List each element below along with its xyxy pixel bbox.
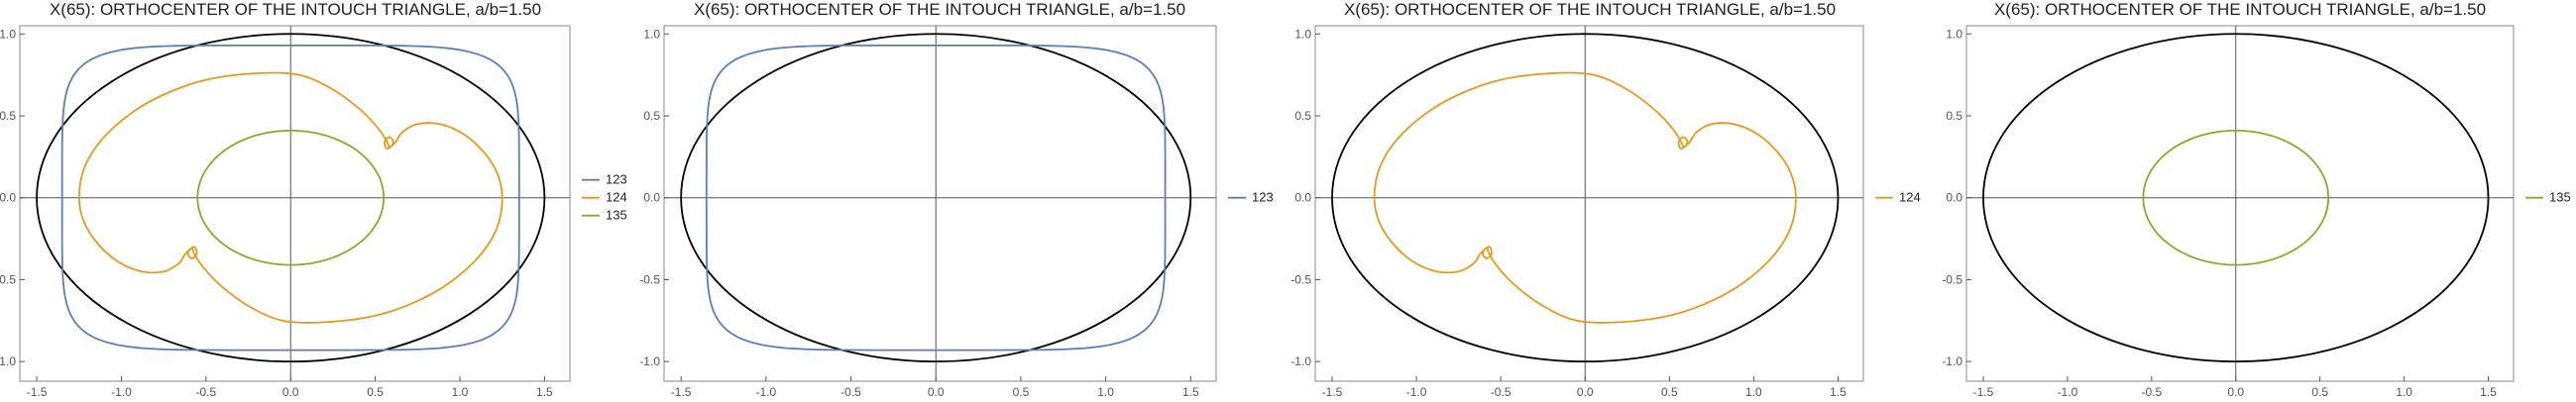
x-tick-label: -1.5 bbox=[1973, 385, 1994, 399]
legend-label-135: 135 bbox=[606, 208, 627, 223]
x-tick-label: 0.5 bbox=[1013, 385, 1030, 399]
series-line-123 bbox=[60, 45, 520, 352]
series-line-124 bbox=[77, 71, 504, 324]
x-tick-label: 0.0 bbox=[1577, 385, 1594, 399]
y-tick-label: -0.5 bbox=[639, 272, 660, 286]
x-tick-label: 1.5 bbox=[1182, 385, 1199, 399]
y-tick-label: 0.0 bbox=[0, 191, 16, 205]
x-tick-label: 1.5 bbox=[536, 385, 553, 399]
plot-frame bbox=[663, 25, 1217, 382]
y-tick-label: -0.5 bbox=[1290, 272, 1311, 286]
y-tick-label: 0.0 bbox=[1946, 191, 1962, 205]
y-tick-label: 0.5 bbox=[0, 109, 16, 123]
chart-title: X(65): ORTHOCENTER OF THE INTOUCH TRIANG… bbox=[694, 0, 1185, 19]
x-tick-label: 0.0 bbox=[928, 385, 945, 399]
y-tick-label: -0.5 bbox=[0, 272, 16, 286]
x-tick-label: 1.0 bbox=[1745, 385, 1762, 399]
x-tick-label: 1.5 bbox=[1830, 385, 1847, 399]
legend-label-124: 124 bbox=[606, 190, 627, 205]
legend-label-123: 123 bbox=[606, 172, 627, 187]
chart-title: X(65): ORTHOCENTER OF THE INTOUCH TRIANG… bbox=[50, 0, 541, 19]
x-tick-label: -1.0 bbox=[1406, 385, 1427, 399]
x-tick-label: -1.5 bbox=[1322, 385, 1343, 399]
chart-title: X(65): ORTHOCENTER OF THE INTOUCH TRIANG… bbox=[1994, 0, 2486, 19]
y-tick-label: 1.0 bbox=[0, 27, 16, 41]
plot-frame bbox=[19, 25, 571, 382]
y-tick-label: 1.0 bbox=[1946, 27, 1962, 41]
plot-frame bbox=[1965, 25, 2515, 382]
reference-ellipse bbox=[1982, 33, 2490, 363]
x-tick-label: -0.5 bbox=[2141, 385, 2162, 399]
reference-ellipse bbox=[1331, 33, 1840, 363]
x-tick-label: -1.0 bbox=[2058, 385, 2078, 399]
y-tick-label: 0.0 bbox=[643, 191, 660, 205]
chart-panel-2: X(65): ORTHOCENTER OF THE INTOUCH TRIANG… bbox=[639, 0, 1273, 399]
x-tick-label: 0.0 bbox=[2227, 385, 2244, 399]
reference-ellipse bbox=[36, 33, 546, 363]
y-tick-label: -0.5 bbox=[1942, 272, 1962, 286]
x-tick-label: 1.0 bbox=[2396, 385, 2412, 399]
x-tick-label: -1.5 bbox=[671, 385, 692, 399]
x-tick-label: -1.0 bbox=[755, 385, 776, 399]
legend-label-123: 123 bbox=[1252, 190, 1274, 205]
y-tick-label: 0.0 bbox=[1294, 191, 1311, 205]
x-tick-label: -0.5 bbox=[196, 385, 217, 399]
x-tick-label: 0.5 bbox=[2311, 385, 2328, 399]
y-tick-label: 0.5 bbox=[1294, 109, 1311, 123]
series-line-135 bbox=[2142, 130, 2330, 266]
y-tick-label: 0.5 bbox=[1946, 109, 1962, 123]
x-tick-label: -0.5 bbox=[840, 385, 861, 399]
y-tick-label: -1.0 bbox=[1942, 354, 1962, 368]
x-tick-label: 1.0 bbox=[1097, 385, 1114, 399]
x-tick-label: 0.5 bbox=[367, 385, 384, 399]
series-line-123 bbox=[705, 45, 1167, 352]
plot-frame bbox=[1314, 25, 1864, 382]
x-tick-label: 0.0 bbox=[282, 385, 299, 399]
x-tick-label: -0.5 bbox=[1491, 385, 1512, 399]
y-tick-label: -1.0 bbox=[0, 354, 16, 368]
legend-label-124: 124 bbox=[1899, 190, 1921, 205]
x-tick-label: 1.5 bbox=[2480, 385, 2497, 399]
y-tick-label: 0.5 bbox=[643, 109, 660, 123]
y-tick-label: 1.0 bbox=[1294, 27, 1311, 41]
x-tick-label: 0.5 bbox=[1661, 385, 1678, 399]
y-tick-label: -1.0 bbox=[1290, 354, 1311, 368]
x-tick-label: -1.5 bbox=[27, 385, 48, 399]
series-line-124 bbox=[1373, 71, 1797, 324]
chart-title: X(65): ORTHOCENTER OF THE INTOUCH TRIANG… bbox=[1344, 0, 1836, 19]
chart-panel-4: X(65): ORTHOCENTER OF THE INTOUCH TRIANG… bbox=[1942, 0, 2570, 399]
x-tick-label: -1.0 bbox=[111, 385, 132, 399]
legend-label-135: 135 bbox=[2549, 190, 2571, 205]
x-tick-label: 1.0 bbox=[452, 385, 469, 399]
y-tick-label: -1.0 bbox=[639, 354, 660, 368]
chart-panel-1: X(65): ORTHOCENTER OF THE INTOUCH TRIANG… bbox=[0, 0, 627, 399]
y-tick-label: 1.0 bbox=[643, 27, 660, 41]
series-line-135 bbox=[196, 130, 386, 266]
reference-ellipse bbox=[680, 33, 1192, 363]
chart-panel-3: X(65): ORTHOCENTER OF THE INTOUCH TRIANG… bbox=[1290, 0, 1920, 399]
